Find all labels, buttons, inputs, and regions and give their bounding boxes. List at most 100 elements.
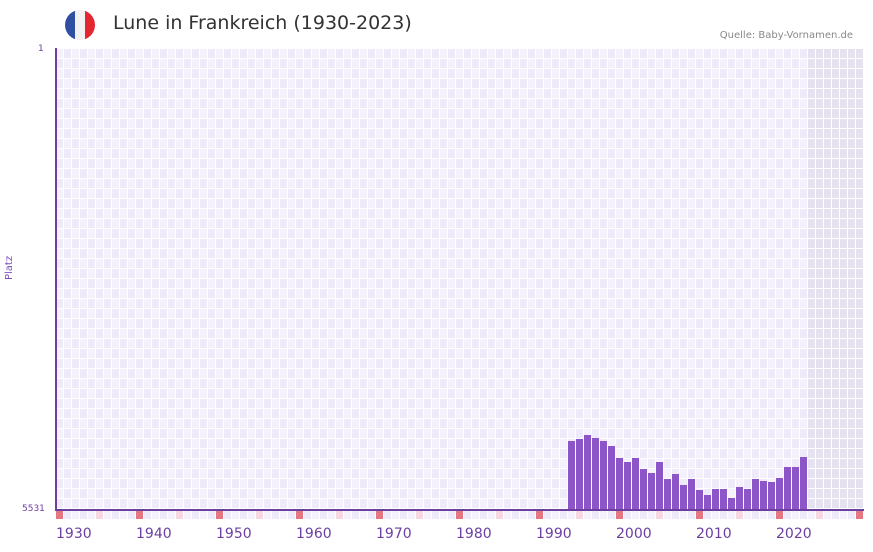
year-marker bbox=[456, 511, 463, 519]
grid-column bbox=[704, 48, 711, 510]
year-marker bbox=[664, 511, 671, 519]
grid-column bbox=[840, 48, 847, 510]
bar-2017[interactable] bbox=[752, 479, 759, 510]
year-marker bbox=[384, 511, 391, 519]
bar-2005[interactable] bbox=[656, 462, 663, 510]
flag-stripe-red bbox=[85, 10, 95, 40]
grid-column bbox=[472, 48, 479, 510]
bar-1996[interactable] bbox=[584, 434, 591, 510]
grid-column bbox=[344, 48, 351, 510]
grid-column bbox=[128, 48, 135, 510]
grid-column bbox=[416, 48, 423, 510]
year-marker bbox=[576, 511, 583, 519]
bar-2023[interactable] bbox=[800, 457, 807, 510]
bar-2004[interactable] bbox=[648, 472, 655, 510]
bar-2011[interactable] bbox=[704, 494, 711, 510]
grid-column bbox=[560, 48, 567, 510]
year-marker bbox=[416, 511, 423, 519]
year-marker bbox=[168, 511, 175, 519]
bar-2007[interactable] bbox=[672, 473, 679, 510]
year-marker bbox=[728, 511, 735, 519]
bar-2008[interactable] bbox=[680, 485, 687, 510]
grid-column bbox=[224, 48, 231, 510]
grid-column bbox=[848, 48, 855, 510]
source-link[interactable]: Quelle: Baby-Vornamen.de bbox=[719, 30, 853, 41]
bar-2012[interactable] bbox=[712, 488, 719, 510]
year-marker bbox=[144, 511, 151, 519]
grid-column bbox=[808, 48, 815, 510]
year-marker bbox=[192, 511, 199, 519]
year-marker bbox=[64, 511, 71, 519]
bar-1999[interactable] bbox=[608, 446, 615, 510]
bar-2009[interactable] bbox=[688, 479, 695, 510]
bar-2013[interactable] bbox=[720, 488, 727, 510]
year-marker bbox=[640, 511, 647, 519]
grid-column bbox=[240, 48, 247, 510]
grid-column bbox=[320, 48, 327, 510]
grid-column bbox=[512, 48, 519, 510]
year-marker bbox=[56, 511, 63, 519]
bar-2018[interactable] bbox=[760, 481, 767, 510]
year-marker bbox=[752, 511, 759, 519]
bar-1998[interactable] bbox=[600, 440, 607, 510]
year-marker bbox=[808, 511, 815, 519]
year-marker bbox=[544, 511, 551, 519]
year-marker bbox=[608, 511, 615, 519]
grid-column bbox=[432, 48, 439, 510]
year-marker bbox=[528, 511, 535, 519]
bar-2014[interactable] bbox=[728, 497, 735, 510]
bar-2000[interactable] bbox=[616, 458, 623, 510]
grid-column bbox=[256, 48, 263, 510]
grid-column bbox=[112, 48, 119, 510]
bar-2001[interactable] bbox=[624, 462, 631, 510]
bar-2022[interactable] bbox=[792, 466, 799, 510]
grid-column bbox=[376, 48, 383, 510]
year-marker bbox=[464, 511, 471, 519]
chart-title: Lune in Frankreich (1930-2023) bbox=[113, 12, 412, 34]
bar-2010[interactable] bbox=[696, 489, 703, 510]
grid-column bbox=[192, 48, 199, 510]
grid-column bbox=[816, 48, 823, 510]
year-marker bbox=[744, 511, 751, 519]
grid-column bbox=[152, 48, 159, 510]
grid-column bbox=[504, 48, 511, 510]
bar-2015[interactable] bbox=[736, 486, 743, 510]
year-marker bbox=[488, 511, 495, 519]
year-marker bbox=[104, 511, 111, 519]
grid-column bbox=[184, 48, 191, 510]
grid-column bbox=[768, 48, 775, 510]
year-marker bbox=[256, 511, 263, 519]
flag-stripe-white bbox=[75, 10, 85, 40]
year-marker bbox=[584, 511, 591, 519]
bar-2016[interactable] bbox=[744, 488, 751, 510]
year-marker bbox=[840, 511, 847, 519]
grid-column bbox=[264, 48, 271, 510]
year-marker bbox=[448, 511, 455, 519]
year-marker bbox=[280, 511, 287, 519]
grid-column bbox=[304, 48, 311, 510]
year-marker bbox=[712, 511, 719, 519]
bar-1995[interactable] bbox=[576, 438, 583, 510]
grid-column bbox=[200, 48, 207, 510]
grid-column bbox=[360, 48, 367, 510]
bar-1997[interactable] bbox=[592, 437, 599, 510]
grid-column bbox=[64, 48, 71, 510]
bar-2006[interactable] bbox=[664, 479, 671, 510]
year-marker bbox=[552, 511, 559, 519]
year-marker bbox=[272, 511, 279, 519]
year-marker bbox=[352, 511, 359, 519]
grid-column bbox=[336, 48, 343, 510]
bar-2019[interactable] bbox=[768, 482, 775, 510]
grid-column bbox=[800, 48, 807, 510]
year-marker bbox=[304, 511, 311, 519]
bar-1994[interactable] bbox=[568, 440, 575, 510]
bar-2021[interactable] bbox=[784, 466, 791, 510]
grid-column bbox=[160, 48, 167, 510]
bar-2002[interactable] bbox=[632, 458, 639, 510]
bar-2003[interactable] bbox=[640, 468, 647, 510]
x-tick-label: 1930 bbox=[56, 526, 92, 542]
year-marker bbox=[720, 511, 727, 519]
grid-column bbox=[656, 48, 663, 510]
grid-column bbox=[208, 48, 215, 510]
bar-2020[interactable] bbox=[776, 478, 783, 510]
